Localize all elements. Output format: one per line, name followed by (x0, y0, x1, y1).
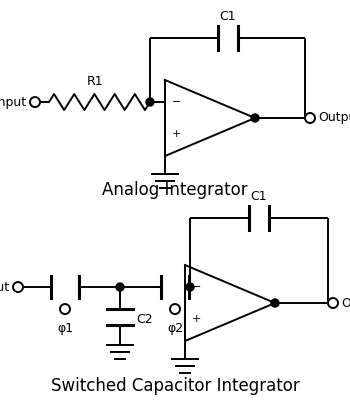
Text: C1: C1 (219, 10, 236, 23)
Text: −: − (192, 282, 201, 292)
Circle shape (186, 283, 194, 291)
Text: Input: Input (0, 281, 10, 293)
Circle shape (328, 298, 338, 308)
Circle shape (305, 113, 315, 123)
Text: φ1: φ1 (57, 322, 73, 335)
Circle shape (251, 114, 259, 122)
Text: Switched Capacitor Integrator: Switched Capacitor Integrator (51, 377, 299, 395)
Text: Output: Output (318, 111, 350, 124)
Circle shape (13, 282, 23, 292)
Text: C2: C2 (136, 313, 153, 326)
Text: φ2: φ2 (167, 322, 183, 335)
Circle shape (170, 304, 180, 314)
Circle shape (271, 299, 279, 307)
Text: C1: C1 (251, 190, 267, 203)
Circle shape (30, 97, 40, 107)
Text: +: + (192, 314, 201, 324)
Circle shape (116, 283, 124, 291)
Text: −: − (172, 97, 181, 107)
Text: Output: Output (341, 297, 350, 310)
Text: Analog Integrator: Analog Integrator (102, 181, 248, 199)
Circle shape (60, 304, 70, 314)
Text: R1: R1 (87, 75, 104, 88)
Text: Input: Input (0, 95, 27, 109)
Circle shape (146, 98, 154, 106)
Text: +: + (172, 129, 181, 139)
